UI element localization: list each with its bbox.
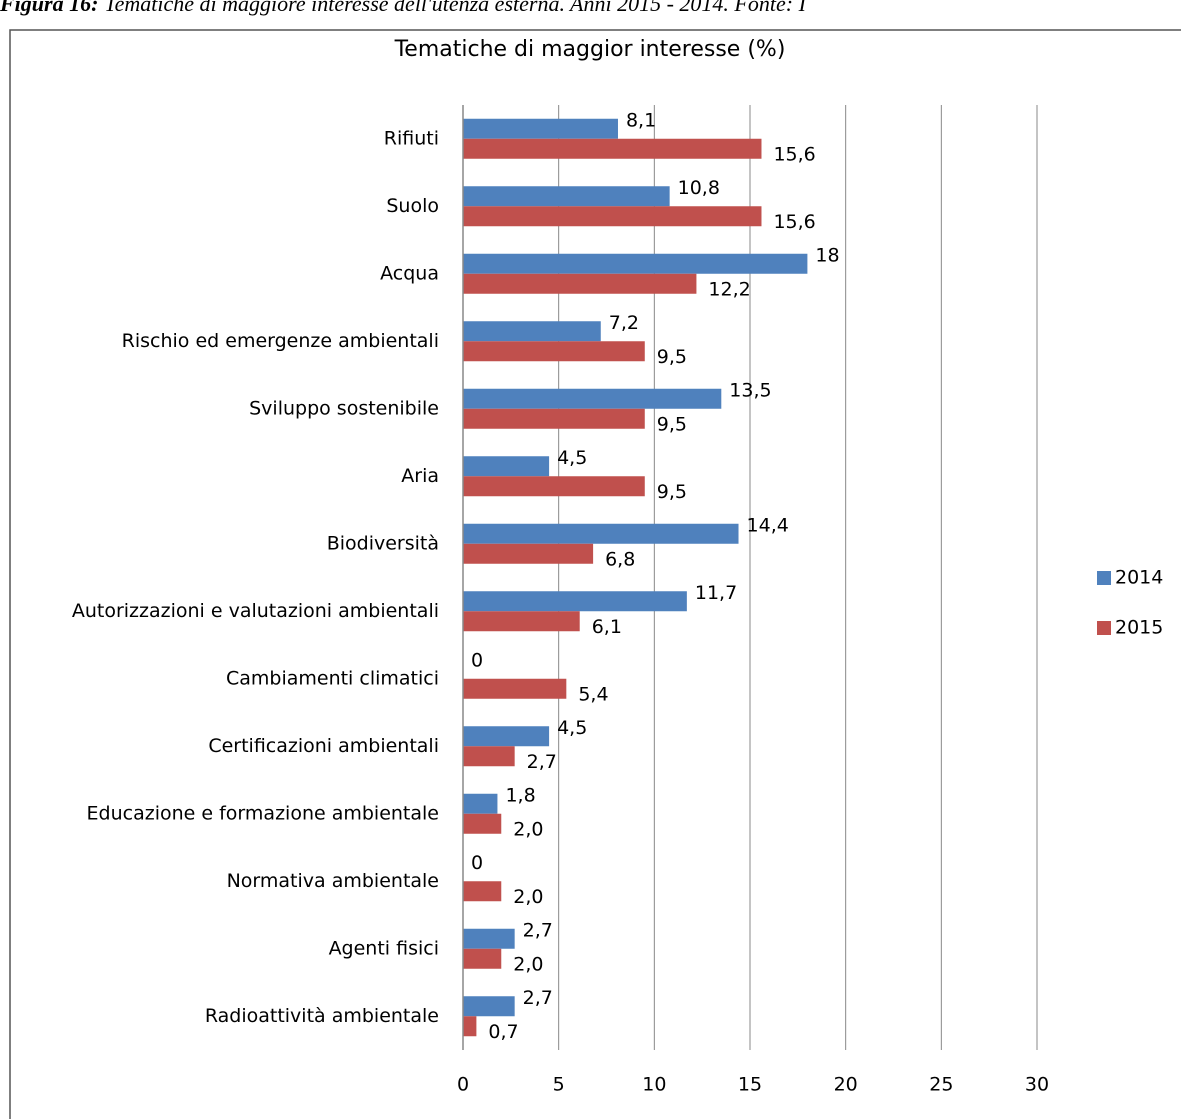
caption-label: Figura 16: (0, 0, 98, 16)
value-label: 0 (471, 649, 483, 671)
value-label: 4,5 (557, 447, 587, 469)
caption-text: Tematiche di maggiore interesse dell'ute… (104, 0, 807, 16)
value-label: 15,6 (773, 211, 815, 233)
x-tick-label: 15 (738, 1074, 762, 1096)
value-label: 6,8 (605, 548, 635, 570)
value-label: 13,5 (729, 379, 771, 401)
bar (463, 726, 550, 747)
y-tick-label: Sviluppo sostenibile (249, 397, 439, 419)
bar (463, 118, 618, 139)
value-label: 2,0 (513, 818, 543, 840)
bar (463, 523, 739, 544)
value-label: 1,8 (505, 784, 535, 806)
value-label: 0,7 (488, 1021, 518, 1043)
value-label: 0 (471, 852, 483, 874)
y-tick-label: Cambiamenti climatici (226, 667, 439, 689)
y-tick-label: Acqua (380, 262, 439, 284)
value-label: 12,2 (708, 278, 750, 300)
bar (463, 928, 515, 949)
value-label: 2,7 (523, 919, 553, 941)
legend-swatch (1097, 621, 1111, 635)
y-tick-label: Biodiversità (327, 532, 439, 554)
y-tick-label: Aria (401, 465, 439, 487)
bar (463, 813, 502, 834)
y-tick-label: Rifiuti (384, 127, 439, 149)
value-label: 15,6 (773, 143, 815, 165)
bar (463, 408, 645, 429)
y-tick-label: Agenti fisici (329, 937, 439, 959)
bar (463, 948, 502, 969)
y-tick-label: Rischio ed emergenze ambientali (122, 330, 439, 352)
bar (463, 138, 762, 159)
y-tick-label: Certificazioni ambientali (208, 735, 439, 757)
value-label: 2,7 (527, 751, 557, 773)
x-tick-label: 0 (457, 1074, 469, 1096)
bar (463, 253, 808, 274)
legend-label: 2015 (1115, 617, 1163, 639)
value-label: 2,0 (513, 953, 543, 975)
value-label: 18 (815, 244, 839, 266)
value-label: 8,1 (626, 109, 656, 131)
value-label: 9,5 (657, 413, 687, 435)
value-label: 7,2 (609, 312, 639, 334)
y-tick-label: Autorizzazioni e valutazioni ambientali (72, 600, 439, 622)
bar (463, 543, 594, 564)
x-tick-label: 5 (553, 1074, 565, 1096)
value-label: 9,5 (657, 481, 687, 503)
bar (463, 996, 515, 1017)
bar (463, 186, 670, 207)
value-label: 11,7 (695, 582, 737, 604)
x-tick-label: 30 (1025, 1074, 1049, 1096)
bar (463, 321, 601, 342)
bar (463, 206, 762, 227)
value-label: 10,8 (678, 177, 720, 199)
bar (463, 273, 697, 294)
y-tick-label: Radioattività ambientale (205, 1005, 439, 1027)
bar (463, 793, 498, 814)
value-label: 6,1 (592, 616, 622, 638)
bar (463, 388, 722, 409)
x-tick-label: 25 (929, 1074, 953, 1096)
x-tick-label: 10 (642, 1074, 666, 1096)
value-label: 4,5 (557, 717, 587, 739)
y-tick-label: Educazione e formazione ambientale (87, 802, 439, 824)
bar (463, 341, 645, 362)
value-label: 2,0 (513, 886, 543, 908)
bar (463, 881, 502, 902)
bar (463, 456, 550, 477)
x-tick-label: 20 (834, 1074, 858, 1096)
bar (463, 611, 580, 632)
bar (463, 591, 687, 612)
y-tick-label: Normativa ambientale (227, 870, 439, 892)
value-label: 2,7 (523, 987, 553, 1009)
chart-title: Tematiche di maggior interesse (%) (394, 37, 786, 62)
legend-label: 2014 (1115, 567, 1163, 589)
value-label: 9,5 (657, 346, 687, 368)
bar (463, 1016, 477, 1037)
caption: Figura 16: Tematiche di maggiore interess… (0, 0, 808, 16)
y-tick-label: Suolo (386, 195, 439, 217)
bar (463, 678, 567, 699)
value-label: 5,4 (578, 683, 608, 705)
bar (463, 476, 645, 497)
bar (463, 746, 515, 767)
legend-swatch (1097, 571, 1111, 585)
value-label: 14,4 (747, 514, 789, 536)
